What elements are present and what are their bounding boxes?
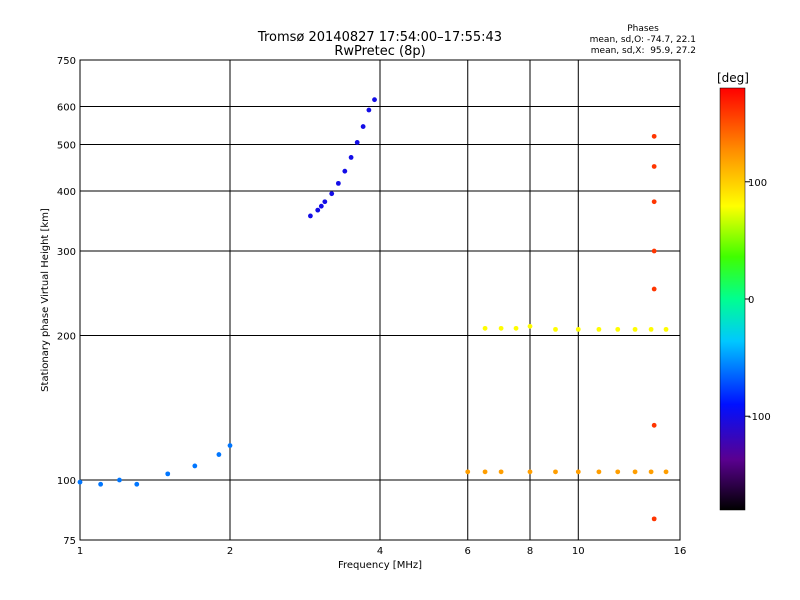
data-point: [651, 199, 657, 205]
data-point: [663, 469, 669, 475]
data-point: [632, 469, 638, 475]
data-point: [632, 326, 638, 332]
data-point: [117, 477, 122, 483]
data-point: [482, 325, 488, 331]
y-tick-label: 75: [63, 536, 76, 547]
data-point: [372, 97, 377, 103]
data-point: [360, 124, 366, 129]
data-point: [615, 469, 621, 475]
data-point: [651, 516, 657, 522]
data-point: [482, 469, 488, 475]
data-point: [651, 248, 657, 254]
data-point: [596, 326, 602, 332]
data-point: [498, 469, 504, 475]
data-point: [527, 323, 533, 329]
x-tick-label: 2: [227, 546, 233, 557]
data-point: [322, 199, 328, 205]
y-tick-label: 600: [57, 103, 76, 114]
data-point: [315, 207, 321, 213]
data-point: [513, 325, 519, 331]
data-point: [651, 422, 657, 428]
x-tick-label: 6: [465, 546, 471, 557]
data-point: [77, 479, 83, 485]
data-point: [165, 471, 171, 477]
y-tick-label: 500: [57, 141, 76, 152]
data-point: [575, 469, 581, 475]
data-point: [308, 213, 313, 219]
data-point: [335, 180, 341, 186]
colorbar-tick-label: 0: [748, 295, 754, 306]
data-point: [553, 469, 558, 475]
data-point: [318, 203, 324, 209]
y-tick-label: 200: [57, 332, 76, 343]
y-tick-label: 750: [57, 56, 76, 67]
data-point: [663, 326, 669, 332]
x-tick-label: 8: [527, 546, 533, 557]
data-point: [134, 481, 140, 487]
colorbar-label: [deg]: [717, 71, 749, 85]
data-point: [651, 286, 657, 292]
colorbar: [719, 87, 746, 511]
data-point: [192, 463, 198, 469]
colorbar-tick-label: 100: [748, 178, 767, 189]
data-point: [354, 140, 360, 145]
stats-line-x: mean, sd,X: 95.9, 27.2: [591, 46, 696, 56]
data-point: [465, 469, 471, 475]
x-tick-label: 1: [77, 546, 83, 557]
data-point: [227, 443, 233, 448]
stats-line-o: mean, sd,O: -74.7, 22.1: [590, 35, 696, 45]
data-point: [348, 155, 354, 160]
data-point: [329, 191, 335, 197]
data-point: [553, 326, 558, 332]
y-tick-label: 300: [57, 247, 76, 258]
x-tick-label: 10: [572, 546, 585, 557]
data-point: [575, 326, 581, 332]
colorbar-tick-label: -100: [748, 412, 771, 423]
stats-heading: Phases: [627, 24, 659, 34]
data-point: [651, 133, 657, 139]
data-point: [98, 481, 104, 487]
y-tick-label: 400: [57, 187, 76, 198]
y-axis-label: Stationary phase Virtual Height [km]: [40, 208, 51, 392]
x-tick-label: 16: [674, 546, 687, 557]
data-point: [615, 326, 621, 332]
data-point: [342, 168, 348, 174]
x-tick-label: 4: [377, 546, 383, 557]
data-point: [596, 469, 602, 475]
chart-title: Tromsø 20140827 17:54:00–17:55:43: [257, 30, 502, 45]
data-point: [527, 469, 533, 475]
chart-subtitle: RwPretec (8p): [334, 44, 425, 59]
data-point: [498, 325, 504, 331]
data-point: [651, 164, 657, 169]
data-point: [216, 452, 222, 457]
y-tick-label: 100: [57, 476, 76, 487]
x-axis-label: Frequency [MHz]: [338, 560, 422, 571]
data-point: [648, 326, 654, 332]
data-point: [648, 469, 654, 475]
data-point: [366, 107, 372, 113]
